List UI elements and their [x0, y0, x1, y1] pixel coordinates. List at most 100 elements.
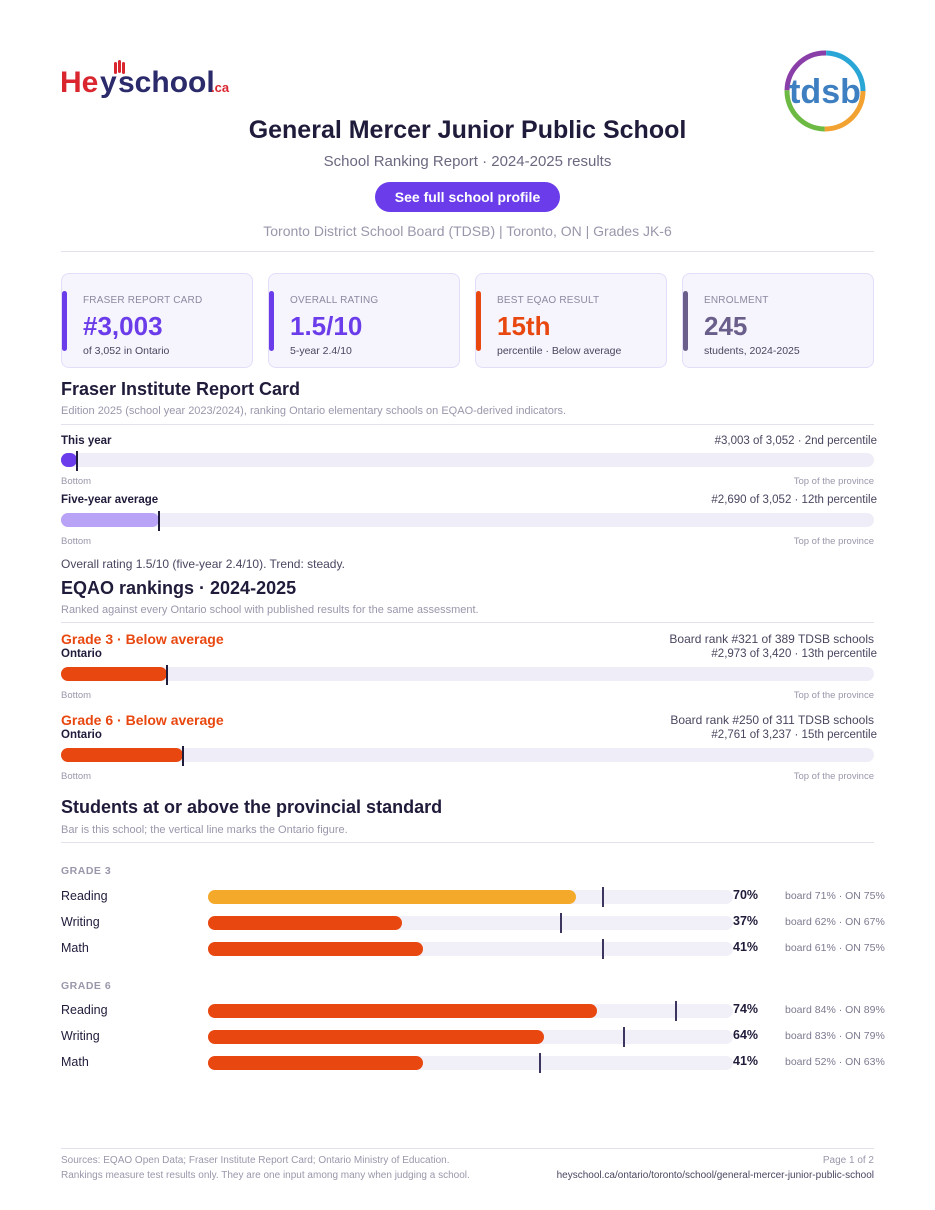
card-fraser-report: FRASER REPORT CARD #3,003 of 3,052 in On… — [61, 273, 253, 368]
subject-track — [208, 939, 733, 959]
scale-top-label: Top of the province — [793, 690, 874, 701]
card-label: BEST EQAO RESULT — [497, 295, 600, 306]
grade6-board-rank: Board rank #250 of 311 TDSB schools — [670, 713, 874, 727]
heyschool-logo[interactable]: He y school .ca — [60, 60, 230, 100]
card-sub: 5-year 2.4/10 — [290, 345, 352, 357]
footer-divider — [61, 1148, 874, 1149]
subject-percent: 74% — [733, 1002, 759, 1016]
card-sub: students, 2024-2025 — [704, 345, 800, 357]
ontario-marker — [601, 939, 604, 959]
subject-track — [208, 913, 733, 933]
card-enrolment: ENROLMENT 245 students, 2024-2025 — [682, 273, 874, 368]
subject-comparison: board 62% · ON 67% — [785, 916, 885, 928]
page-title: General Mercer Junior Public School — [248, 116, 687, 144]
scale-bottom-label: Bottom — [61, 476, 92, 487]
students-note: Bar is this school; the vertical line ma… — [61, 824, 348, 836]
this-year-fill — [61, 453, 78, 467]
card-label: OVERALL RATING — [290, 295, 379, 306]
ontario-marker — [559, 913, 562, 933]
subject-label: Reading — [61, 1003, 108, 1017]
subject-track — [208, 887, 733, 907]
this-year-label: This year — [61, 435, 112, 447]
tdsb-logo: tdsb — [784, 50, 866, 132]
grade3-rank-track — [61, 665, 874, 685]
five-year-track — [61, 511, 874, 531]
eqao-note: Ranked against every Ontario school with… — [61, 604, 479, 616]
card-overall-rating: OVERALL RATING 1.5/10 5-year 2.4/10 — [268, 273, 460, 368]
card-value: 245 — [704, 311, 748, 341]
scale-top-label: Top of the province — [793, 536, 874, 547]
grade6-province-rank: #2,761 of 3,237 · 15th percentile — [711, 729, 877, 741]
page-number: Page 1 of 2 — [822, 1155, 874, 1166]
subject-percent: 37% — [733, 914, 759, 928]
scale-bottom-label: Bottom — [61, 771, 92, 782]
ontario-marker — [601, 887, 604, 907]
subject-comparison: board 84% · ON 89% — [785, 1004, 885, 1016]
svg-text:.ca: .ca — [211, 80, 230, 95]
grade3-rank-marker — [165, 665, 168, 685]
subject-percent: 70% — [733, 888, 759, 902]
five-year-rank: #2,690 of 3,052 · 12th percentile — [711, 494, 877, 506]
card-value: 1.5/10 — [290, 311, 363, 341]
five-year-fill — [61, 513, 159, 527]
grade6-rank-fill — [61, 748, 183, 762]
subject-comparison: board 52% · ON 63% — [785, 1056, 885, 1068]
scale-top-label: Top of the province — [793, 476, 874, 487]
subject-fill — [208, 1030, 544, 1044]
students-section-title: Students at or above the provincial stan… — [61, 797, 443, 817]
subject-percent: 41% — [733, 1054, 759, 1068]
ontario-marker — [538, 1053, 541, 1073]
grade3-region-label: Ontario — [61, 648, 102, 660]
grade3-rank-title: Grade 3 · Below average — [61, 631, 224, 647]
svg-text:He: He — [60, 66, 98, 99]
subject-fill — [208, 890, 576, 904]
subject-fill — [208, 916, 403, 930]
school-meta: Toronto District School Board (TDSB) | T… — [263, 223, 672, 239]
footer-disclaimer: Rankings measure test results only. They… — [61, 1170, 470, 1181]
card-value: #3,003 — [83, 311, 163, 341]
scale-bottom-label: Bottom — [61, 536, 92, 547]
students-divider — [61, 842, 874, 843]
subject-label: Reading — [61, 889, 108, 903]
eqao-divider — [61, 622, 874, 623]
header-divider — [61, 251, 874, 252]
subject-label: Writing — [61, 915, 100, 929]
card-accent — [62, 291, 67, 351]
card-value: 15th — [497, 311, 551, 341]
svg-text:y: y — [100, 66, 117, 99]
fraser-section-title: Fraser Institute Report Card — [61, 379, 301, 399]
subject-track — [208, 1027, 733, 1047]
school-url-link[interactable]: heyschool.ca/ontario/toronto/school/gene… — [556, 1170, 874, 1181]
subject-fill — [208, 942, 424, 956]
five-year-marker — [157, 511, 160, 531]
card-label: FRASER REPORT CARD — [83, 295, 203, 306]
grade6-rank-title: Grade 6 · Below average — [61, 712, 224, 728]
subject-track — [208, 1053, 733, 1073]
fraser-divider — [61, 424, 874, 425]
grade6-rank-track — [61, 746, 874, 766]
ontario-marker — [675, 1001, 678, 1021]
this-year-rank: #3,003 of 3,052 · 2nd percentile — [714, 435, 877, 447]
subject-label: Writing — [61, 1029, 100, 1043]
subject-comparison: board 71% · ON 75% — [785, 890, 885, 902]
card-best-eqao: BEST EQAO RESULT 15th percentile · Below… — [475, 273, 667, 368]
see-full-profile-button[interactable]: See full school profile — [375, 182, 560, 212]
subject-label: Math — [61, 941, 89, 955]
card-label: ENROLMENT — [704, 295, 769, 306]
card-accent — [269, 291, 274, 351]
grade6-region-label: Ontario — [61, 729, 102, 741]
svg-text:tdsb: tdsb — [789, 73, 861, 111]
grade3-province-rank: #2,973 of 3,420 · 13th percentile — [711, 648, 877, 660]
grade3-heading: GRADE 3 — [61, 865, 112, 877]
subject-comparison: board 61% · ON 75% — [785, 942, 885, 954]
grade3-rank-fill — [61, 667, 167, 681]
card-sub: of 3,052 in Ontario — [83, 345, 170, 357]
subject-fill — [208, 1004, 597, 1018]
subject-track — [208, 1001, 733, 1021]
svg-text:school: school — [118, 66, 215, 99]
overall-rating-text: Overall rating 1.5/10 (five-year 2.4/10)… — [61, 557, 345, 571]
this-year-marker — [76, 451, 79, 471]
subject-comparison: board 83% · ON 79% — [785, 1030, 885, 1042]
ontario-marker — [622, 1027, 625, 1047]
grade3-board-rank: Board rank #321 of 389 TDSB schools — [669, 632, 874, 646]
